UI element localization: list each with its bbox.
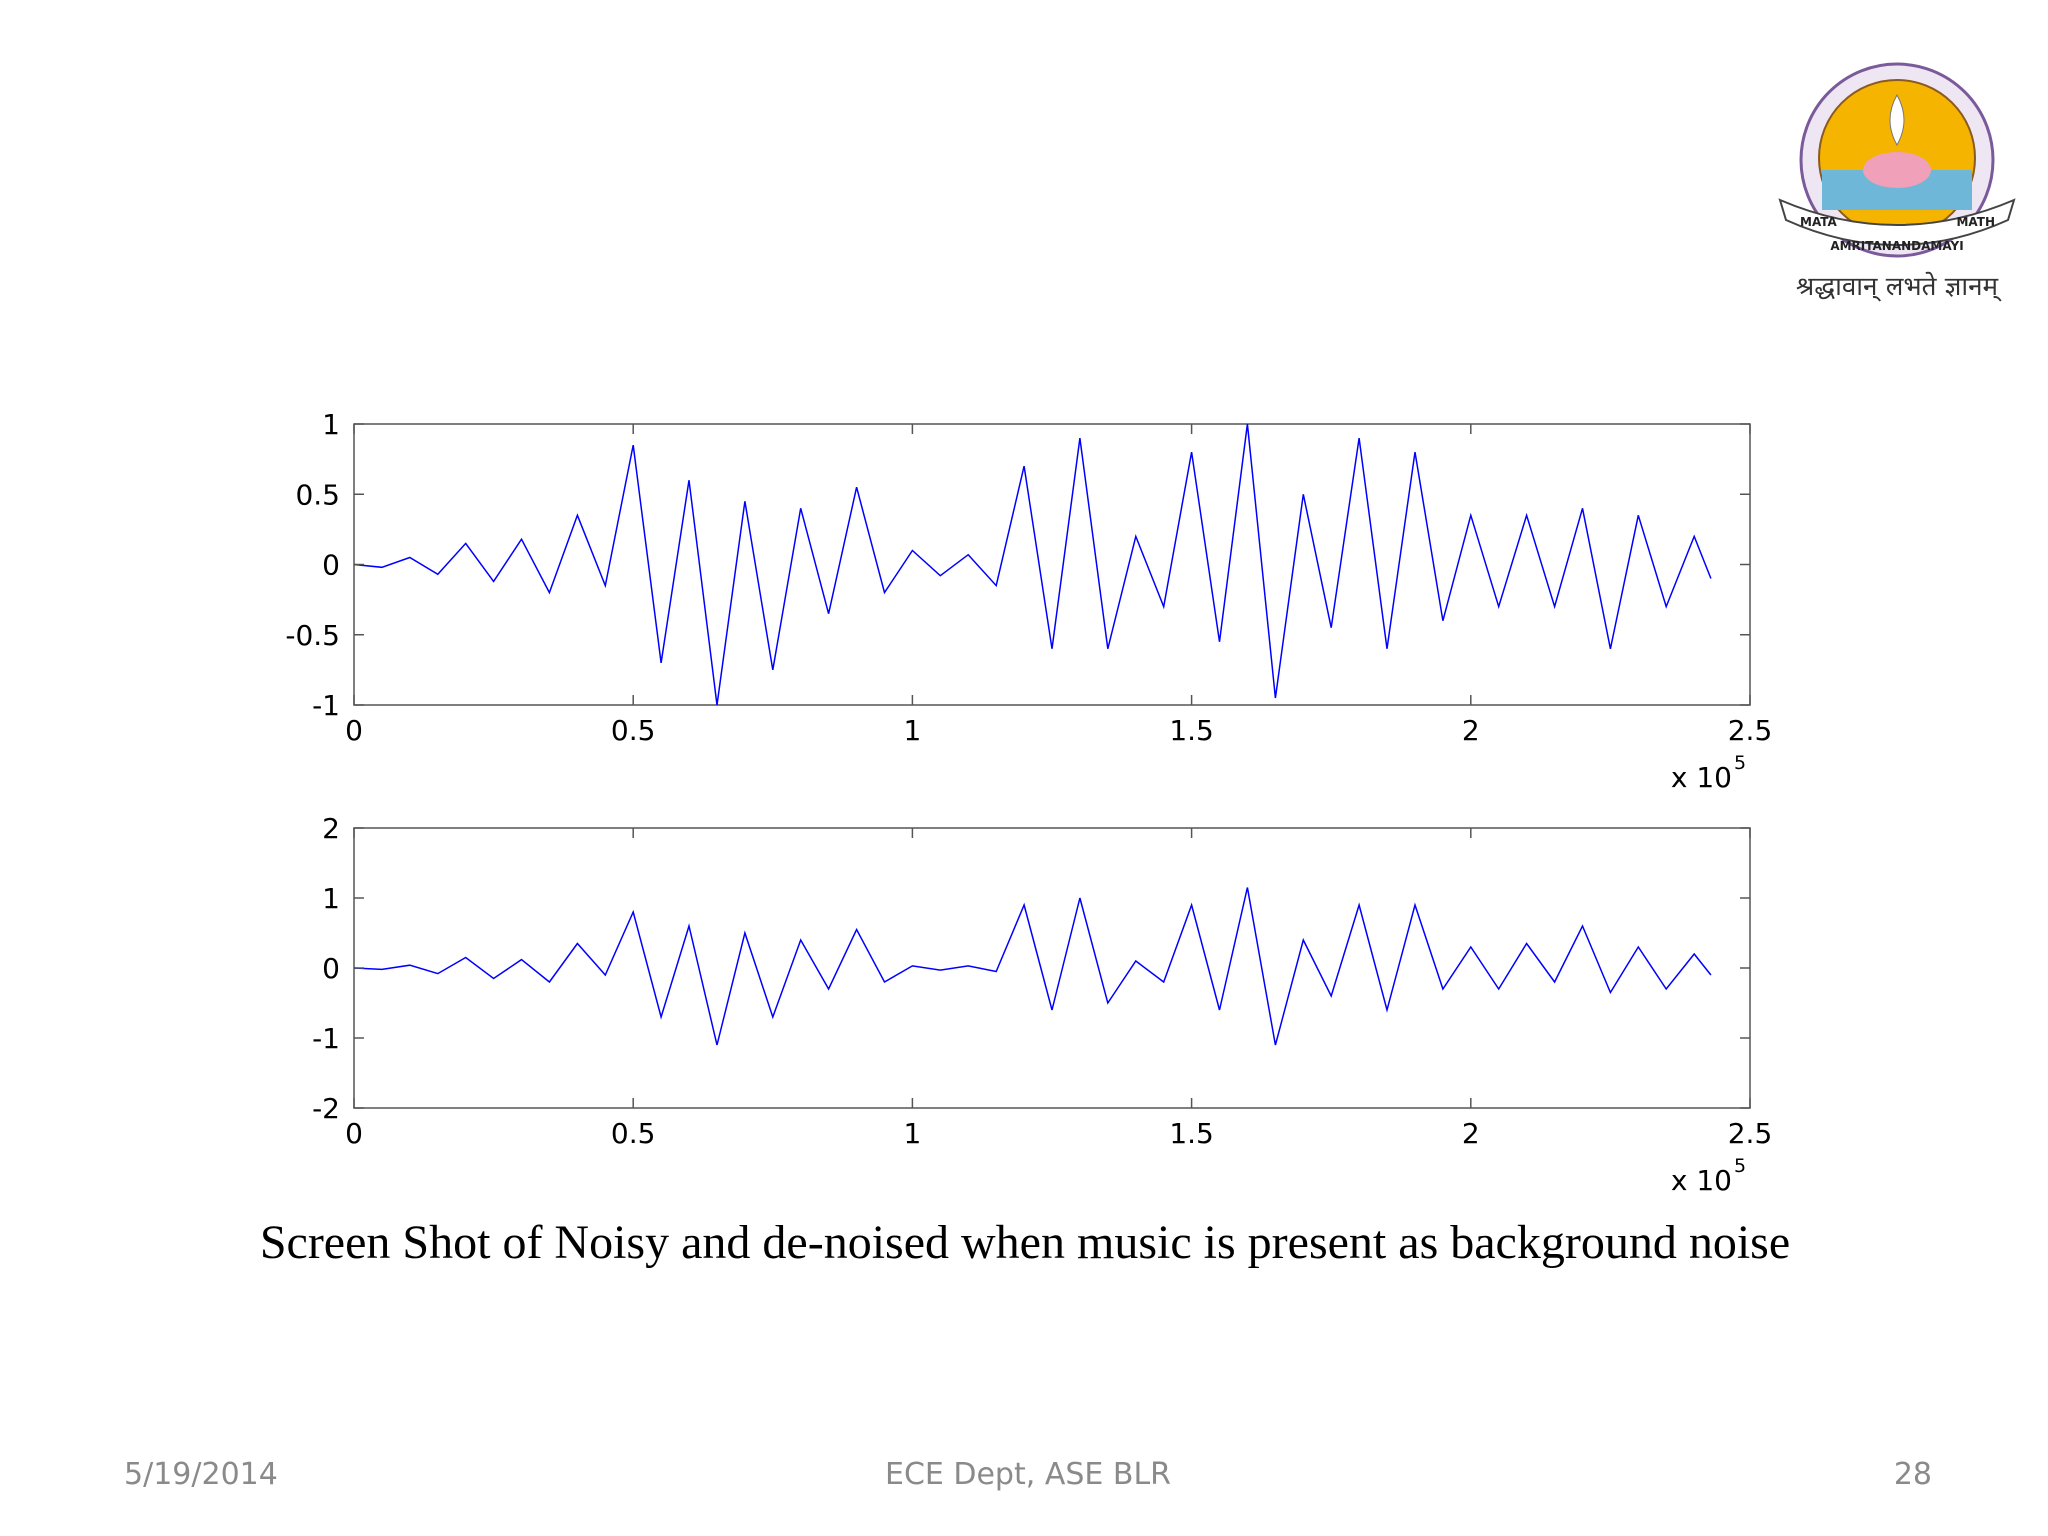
plot-frame: [353, 423, 1751, 706]
x-exponent: 5: [1734, 752, 1746, 774]
y-tick-label: -1: [312, 1022, 340, 1055]
x-tick-label: 0.5: [611, 714, 656, 747]
footer-date: 5/19/2014: [124, 1457, 278, 1492]
x-tick-label: 0: [345, 1117, 363, 1150]
x-multiplier: x 10: [1671, 1164, 1732, 1197]
y-tick-label: 0.5: [295, 478, 340, 511]
y-tick-label: 1: [322, 882, 340, 915]
logo: MATA AMRITANANDAMAYI MATH श्रद्धावान् लभ…: [1778, 62, 2016, 302]
x-tick-label: 1.5: [1169, 714, 1214, 747]
footer-page: 28: [1894, 1457, 1932, 1492]
logo-text: MATA: [1800, 215, 1838, 229]
chart: 210-1-20 0.5 1 1.5 2 2.5x 10 5: [312, 812, 1772, 1197]
x-multiplier: x 10: [1671, 761, 1732, 794]
footer-dept: ECE Dept, ASE BLR: [885, 1457, 1171, 1492]
logo-text: AMRITANANDAMAYI: [1830, 239, 1963, 253]
logo-flame: [1889, 93, 1905, 147]
logo-text: MATH: [1956, 215, 1995, 229]
x-exponent: 5: [1734, 1155, 1746, 1177]
x-tick-label: 1: [903, 1117, 921, 1150]
logo-lotus: [1863, 152, 1931, 188]
logo-motto: श्रद्धावान् लभते ज्ञानम्: [1796, 271, 2002, 302]
logo-band: [1778, 198, 2016, 246]
x-tick-label: 2.5: [1728, 1117, 1773, 1150]
x-tick-label: 2: [1462, 1117, 1480, 1150]
x-tick-label: 0: [345, 714, 363, 747]
y-tick-label: -1: [312, 689, 340, 722]
x-tick-label: 2.5: [1728, 714, 1773, 747]
y-tick-label: 0: [322, 549, 340, 582]
signal-line: [353, 887, 1712, 1046]
chart: 10.50-0.5-10 0.5 1 1.5 2 2.5x 10 5: [285, 408, 1772, 794]
caption: Screen Shot of Noisy and de-noised when …: [260, 1216, 1790, 1269]
y-tick-label: 0: [322, 952, 340, 985]
y-tick-label: 2: [322, 812, 340, 845]
x-tick-label: 0.5: [611, 1117, 656, 1150]
y-tick-label: 1: [322, 408, 340, 441]
signal-line: [353, 423, 1712, 706]
y-tick-label: -0.5: [285, 619, 340, 652]
x-tick-label: 1.5: [1169, 1117, 1214, 1150]
plot-frame: [353, 827, 1751, 1109]
x-tick-label: 1: [903, 714, 921, 747]
y-tick-label: -2: [312, 1092, 340, 1125]
x-tick-label: 2: [1462, 714, 1480, 747]
